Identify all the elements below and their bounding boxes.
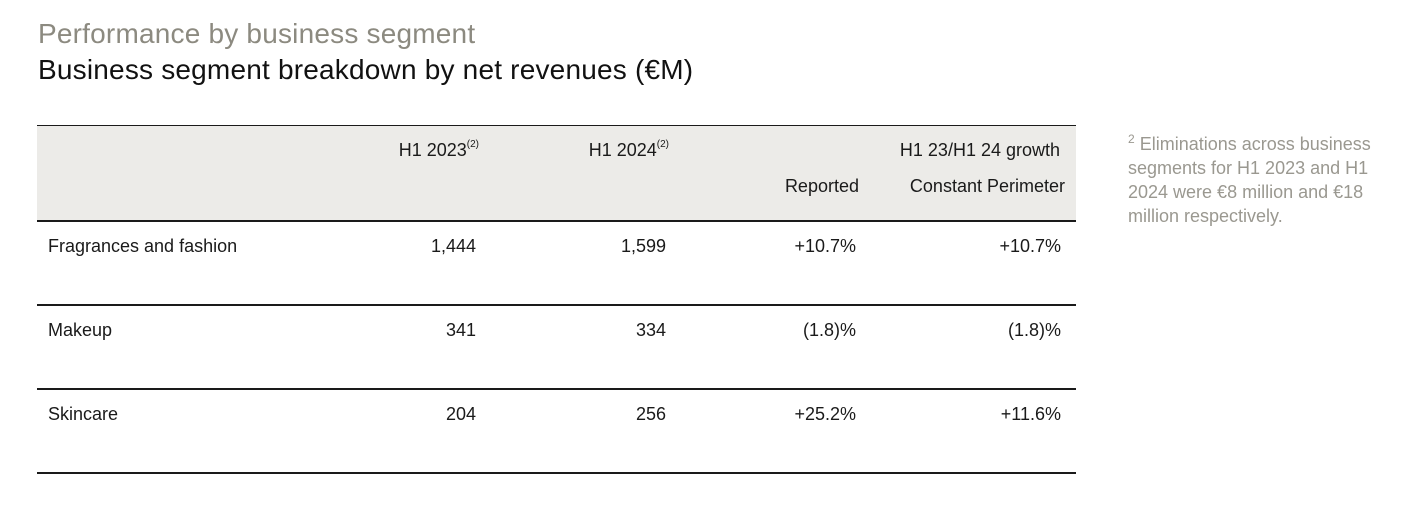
value-h1-2024: 256 [635,404,666,424]
page-title: Business segment breakdown by net revenu… [38,54,694,85]
table-row: Fragrances and fashion 1,444 1,599 +10.7… [37,222,1076,306]
growth-constant-perimeter: +10.7% [999,236,1061,256]
header-h1-2024-footnote-marker: (2) [656,139,669,150]
header-growth-group: H1 23/H1 24 growth [899,140,1060,160]
table-top-rule [37,125,1076,126]
segment-name: Skincare [48,404,119,424]
growth-constant-perimeter: (1.8)% [1007,320,1061,340]
table-header: H1 2023(2) H1 2024(2) H1 23/H1 24 growth… [37,126,1076,222]
growth-reported: (1.8)% [802,320,856,340]
header-reported: Reported [784,176,859,196]
segment-revenue-table: H1 2023(2) H1 2024(2) H1 23/H1 24 growth… [37,125,1076,474]
footnote-text: Eliminations across business segments fo… [1128,134,1371,226]
table-row: Skincare 204 256 +25.2% +11.6% [37,390,1076,474]
footnote: 2 Eliminations across business segments … [1128,127,1378,228]
growth-constant-perimeter: +11.6% [1000,404,1061,424]
value-h1-2024: 1,599 [620,236,666,256]
segment-name: Makeup [48,320,113,340]
page-supertitle: Performance by business segment [38,18,476,49]
header-h1-2023-footnote-marker: (2) [466,139,479,150]
segment-name: Fragrances and fashion [48,236,238,256]
header-h1-2023: H1 2023(2) [398,139,479,160]
header-constant-perimeter: Constant Perimeter [909,176,1065,196]
growth-reported: +10.7% [794,236,856,256]
value-h1-2024: 334 [635,320,666,340]
footnote-marker: 2 [1128,132,1135,146]
value-h1-2023: 204 [445,404,476,424]
table-row: Makeup 341 334 (1.8)% (1.8)% [37,306,1076,390]
header-h1-2024: H1 2024(2) [588,139,669,160]
value-h1-2023: 1,444 [430,236,476,256]
value-h1-2023: 341 [445,320,476,340]
growth-reported: +25.2% [794,404,856,424]
